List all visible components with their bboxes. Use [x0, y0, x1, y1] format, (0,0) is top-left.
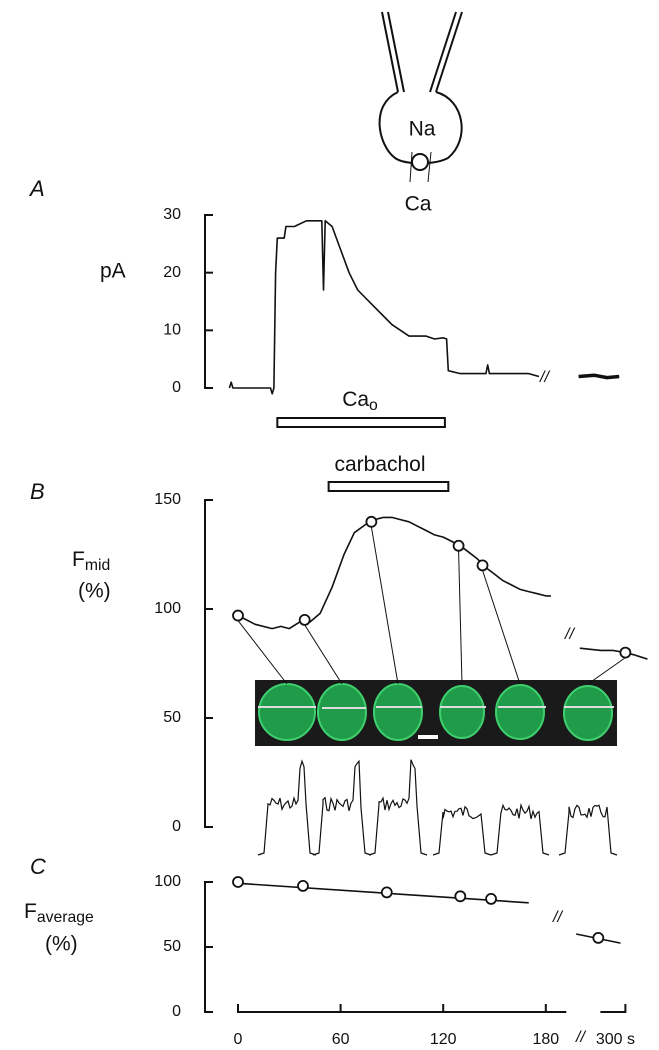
panel-letter: A — [28, 176, 45, 201]
y-tick-label: 10 — [163, 322, 181, 339]
marker — [298, 614, 311, 626]
marker — [380, 886, 393, 899]
profile-trace — [312, 759, 372, 856]
break-mark: // — [575, 1029, 586, 1046]
label: carbachol — [334, 453, 425, 476]
connector — [587, 657, 626, 685]
x-tick-label: 120 — [430, 1031, 457, 1048]
y-tick-label: 150 — [154, 491, 181, 508]
ion-label: Na — [409, 118, 436, 141]
y-tick-label: 100 — [154, 600, 181, 617]
marker — [232, 609, 244, 622]
y-tick-label: 0 — [172, 818, 181, 835]
marker — [232, 876, 244, 888]
application-bar — [327, 481, 450, 492]
cell-diagram — [378, 11, 463, 183]
x-tick-label: 60 — [332, 1031, 350, 1048]
connector — [237, 620, 288, 685]
ion-label: Ca — [405, 193, 432, 216]
application-bar — [276, 417, 446, 428]
x-tick-label: 0 — [234, 1031, 243, 1048]
y-axis-label: pA — [100, 260, 126, 283]
y-tick-label: 0 — [172, 1003, 181, 1020]
label-subscript: average — [37, 909, 94, 926]
trace — [579, 647, 648, 660]
label-subscript: o — [369, 397, 378, 414]
profile-trace — [558, 804, 618, 856]
break-mark: // — [552, 909, 563, 926]
y-tick-label: 0 — [172, 379, 181, 396]
marker — [452, 539, 465, 552]
profile-trace — [257, 759, 317, 856]
marker — [454, 890, 467, 903]
label: Fmid — [72, 548, 110, 575]
panel-letter: C — [30, 854, 46, 879]
marker — [485, 893, 497, 905]
label-subscript: mid — [85, 557, 110, 574]
panel-letter: B — [30, 479, 45, 504]
marker — [592, 932, 605, 944]
x-tick-label: 180 — [532, 1031, 559, 1048]
y-tick-label: 20 — [163, 264, 181, 281]
label-text: Ca — [342, 388, 369, 411]
y-tick-label: 50 — [163, 709, 181, 726]
intensity-profiles — [257, 759, 618, 856]
cell-images — [255, 680, 617, 746]
trace — [237, 516, 551, 630]
trace — [578, 373, 620, 380]
marker — [365, 515, 378, 528]
label-text: F — [72, 548, 85, 571]
break-mark: // — [539, 369, 550, 386]
connector — [370, 526, 399, 685]
y-axis-unit: (%) — [78, 580, 111, 603]
profile-trace — [490, 802, 550, 856]
y-tick-label: 30 — [163, 206, 181, 223]
label-text: F — [24, 900, 37, 923]
profile-trace — [432, 805, 492, 856]
label: Cao — [342, 388, 378, 415]
label: Faverage — [24, 900, 94, 927]
connector — [458, 550, 463, 685]
x-tick-label: 300 s — [596, 1031, 635, 1048]
marker — [476, 559, 489, 572]
break-mark: // — [564, 626, 575, 643]
y-axis-unit: (%) — [45, 933, 78, 956]
connector — [482, 570, 521, 685]
marker — [297, 880, 309, 892]
label-text: carbachol — [334, 453, 425, 476]
marker — [619, 646, 632, 659]
y-tick-label: 50 — [163, 938, 181, 955]
trace — [228, 220, 540, 395]
connector — [304, 624, 343, 685]
y-tick-label: 100 — [154, 873, 181, 890]
profile-trace — [368, 759, 428, 856]
